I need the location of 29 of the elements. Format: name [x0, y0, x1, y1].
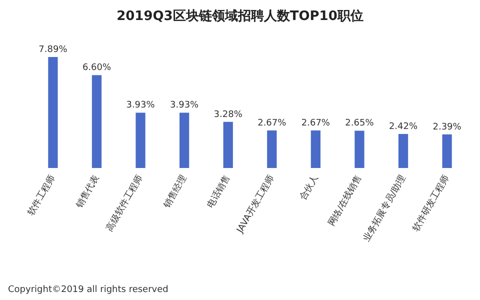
data-label: 3.93%	[170, 100, 200, 111]
data-label: 2.67%	[258, 118, 287, 128]
x-tick-label: 高级软件工程师	[104, 173, 146, 234]
text: Copyright©2019 all rights reserved	[8, 285, 168, 295]
x-tick-label: 销售经理	[161, 173, 190, 211]
bar	[354, 130, 364, 168]
bar	[267, 130, 277, 168]
chart-title: 2019Q3区块链领域招聘人数TOP10职位	[116, 9, 364, 24]
data-label: 2.65%	[345, 118, 374, 129]
x-tick-label: 电话销售	[205, 173, 233, 210]
bar	[398, 134, 408, 168]
data-label: 3.93%	[126, 100, 156, 111]
bar	[442, 134, 452, 168]
x-tick-label: 软件工程师	[26, 173, 58, 218]
x-tick-label: 软件研发工程师	[410, 173, 452, 234]
bar	[310, 130, 320, 168]
bar	[92, 75, 102, 168]
data-label: 2.42%	[388, 122, 418, 132]
data-label: 2.67%	[301, 118, 330, 128]
data-label: 6.60%	[82, 63, 112, 74]
x-tick-label: 销售代表	[73, 173, 102, 211]
data-label: 3.28%	[214, 110, 243, 120]
bar	[48, 57, 58, 168]
bar	[223, 122, 233, 168]
bar	[180, 112, 190, 168]
x-tick-label: 合伙人	[297, 173, 320, 202]
data-label: 2.39%	[432, 122, 462, 132]
data-label: 7.89%	[38, 45, 68, 55]
bar	[136, 112, 146, 168]
